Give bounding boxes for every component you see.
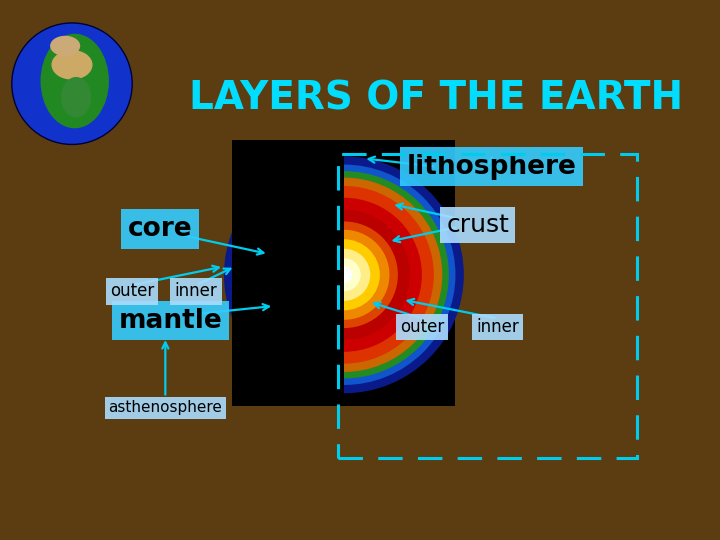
Ellipse shape (266, 198, 422, 352)
Ellipse shape (61, 77, 91, 117)
Text: asthenosphere: asthenosphere (109, 400, 222, 415)
Ellipse shape (290, 221, 398, 328)
Ellipse shape (336, 266, 352, 283)
Ellipse shape (50, 36, 80, 56)
Bar (233, 140, 456, 406)
Ellipse shape (278, 210, 410, 340)
Ellipse shape (298, 230, 390, 320)
Text: lithosphere: lithosphere (407, 154, 577, 180)
Ellipse shape (318, 249, 370, 301)
Text: outer: outer (400, 318, 444, 336)
Bar (233, 140, 344, 406)
Text: core: core (127, 216, 192, 242)
Text: LAYERS OF THE EARTH: LAYERS OF THE EARTH (189, 79, 683, 117)
Text: inner: inner (476, 318, 518, 336)
Ellipse shape (246, 178, 442, 372)
Ellipse shape (224, 156, 464, 393)
Ellipse shape (308, 239, 380, 310)
Text: crust: crust (446, 213, 509, 237)
Ellipse shape (12, 23, 132, 144)
Ellipse shape (254, 186, 434, 363)
Ellipse shape (327, 258, 361, 292)
Ellipse shape (239, 171, 449, 379)
Text: mantle: mantle (119, 307, 222, 334)
Text: outer: outer (109, 282, 154, 300)
Ellipse shape (52, 50, 92, 80)
Ellipse shape (40, 33, 109, 128)
Text: inner: inner (175, 282, 217, 300)
Ellipse shape (233, 165, 456, 385)
